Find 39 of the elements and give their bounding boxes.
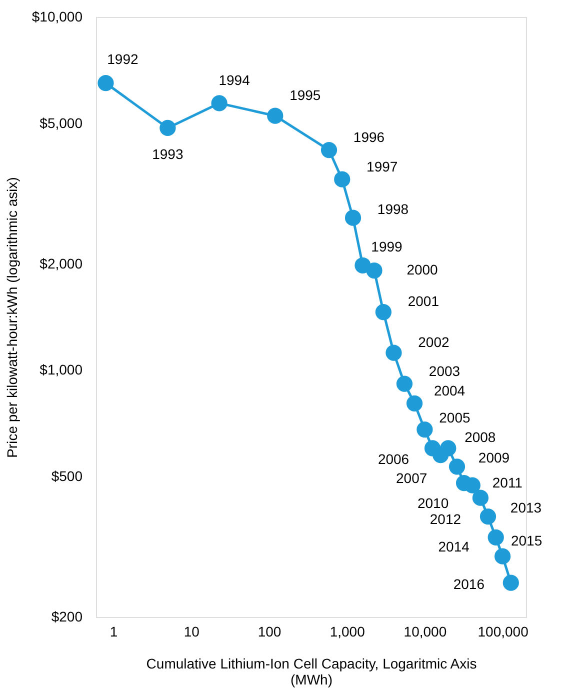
x-tick-label: 100,000 <box>478 624 529 640</box>
y-tick-label: $500 <box>51 468 83 484</box>
annotation: 2001 <box>408 293 440 310</box>
annotation: 2003 <box>428 362 460 379</box>
x-axis-title: Cumulative Lithium-Ion Cell Capacity, Logaritmic Axis (MWh) <box>146 656 477 688</box>
annotation: 2000 <box>406 262 438 278</box>
annotation: 2006 <box>378 451 410 468</box>
annotation: 2015 <box>510 532 542 548</box>
annotation: 1995 <box>290 86 321 103</box>
x-tick-label: 10,000 <box>404 624 447 640</box>
annotation: 2013 <box>510 500 542 516</box>
annotation: 1997 <box>366 158 398 174</box>
y-axis-title: Price per kilowatt-hour:kWh (logarithmic asix) <box>4 177 20 458</box>
annotation: 1994 <box>218 72 250 88</box>
annotation: 2008 <box>464 429 496 446</box>
annotation: 2004 <box>434 382 466 398</box>
x-tick-label: 1 <box>110 624 118 640</box>
annotation: 2002 <box>418 334 450 350</box>
annotation: 1998 <box>377 200 409 217</box>
annotation: 2010 <box>417 495 449 512</box>
annotation: 2005 <box>439 410 470 426</box>
annotation: 2016 <box>453 576 485 592</box>
x-tick-label: 10 <box>184 624 200 640</box>
y-tick-label: $10,000 <box>32 8 83 24</box>
y-tick-label: $5,000 <box>40 114 83 131</box>
annotation: 2012 <box>430 510 462 527</box>
annotation: 1992 <box>107 51 139 68</box>
y-tick-label: $1,000 <box>40 362 83 378</box>
annotation: 2007 <box>396 470 428 486</box>
annotation: 2009 <box>478 450 510 466</box>
y-tick-label: $200 <box>51 608 83 624</box>
annotation: 2011 <box>492 474 523 490</box>
annotation: 1996 <box>353 129 385 146</box>
y-tick-label: $2,000 <box>40 255 83 272</box>
annotation: 1999 <box>371 238 403 254</box>
annotation: 2014 <box>438 538 470 554</box>
annotation: 1993 <box>152 146 184 162</box>
x-tick-label: 100 <box>258 624 282 640</box>
x-tick-label: 1,000 <box>330 624 366 640</box>
